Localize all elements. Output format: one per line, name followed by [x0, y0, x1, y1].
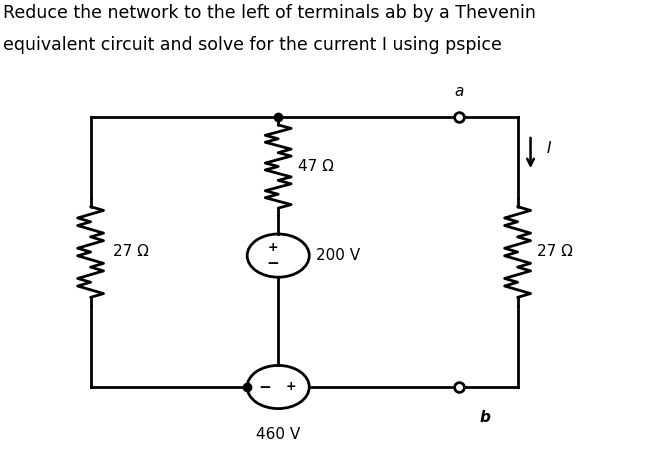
Text: b: b — [480, 410, 490, 424]
Text: 27 Ω: 27 Ω — [537, 244, 573, 260]
Text: 47 Ω: 47 Ω — [298, 159, 333, 174]
Text: +: + — [286, 381, 296, 393]
Text: a: a — [455, 84, 464, 99]
Text: Reduce the network to the left of terminals ab by a Thevenin: Reduce the network to the left of termin… — [3, 4, 536, 22]
Text: −: − — [267, 256, 280, 271]
Text: 27 Ω: 27 Ω — [113, 244, 149, 260]
Text: 460 V: 460 V — [256, 427, 300, 441]
Text: I: I — [547, 141, 551, 156]
Text: equivalent circuit and solve for the current I using pspice: equivalent circuit and solve for the cur… — [3, 36, 502, 54]
Text: 200 V: 200 V — [316, 248, 360, 263]
Text: +: + — [268, 241, 278, 254]
Text: −: − — [259, 379, 272, 395]
